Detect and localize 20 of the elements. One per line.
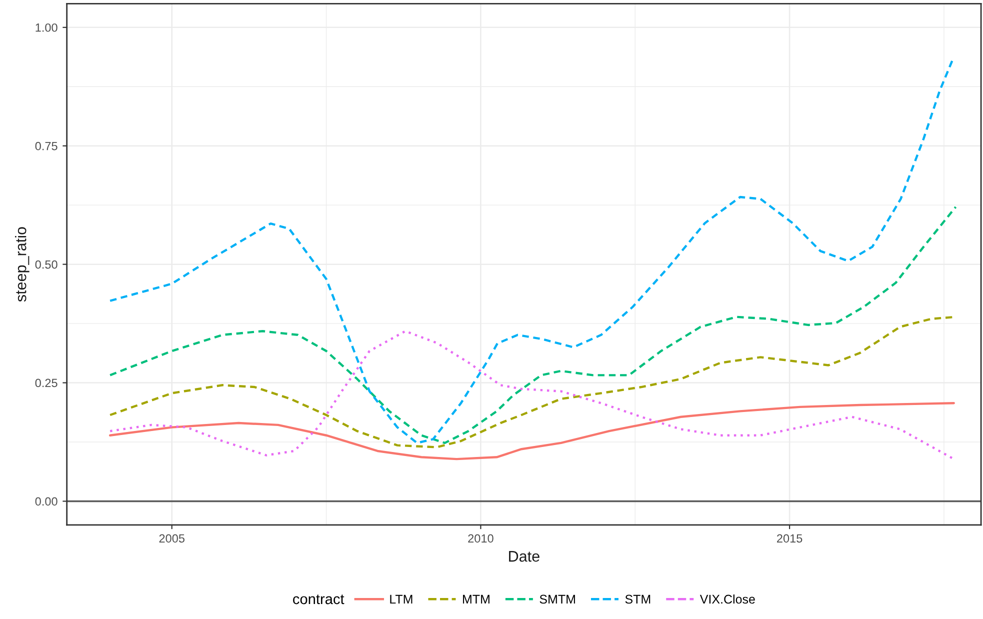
x-tick-label: 2015 xyxy=(777,534,802,543)
legend-label: STM xyxy=(625,594,650,604)
y-tick-label: 0.50 xyxy=(35,260,58,269)
line-series xyxy=(108,402,955,460)
x-axis-title: Date xyxy=(509,551,540,562)
y-tick-label: 1.00 xyxy=(36,23,58,32)
legend-title: contract xyxy=(293,594,344,604)
y-tick-label: 0.75 xyxy=(35,142,58,150)
line-series xyxy=(108,206,957,444)
line-series xyxy=(108,56,955,444)
y-tick-label: 0.00 xyxy=(35,497,58,506)
legend-label: LTM xyxy=(390,594,412,604)
legend-label: VIX.Close xyxy=(700,594,755,604)
x-tick-label: 2005 xyxy=(159,534,184,543)
line-series xyxy=(108,330,955,460)
legend-label: MTM xyxy=(463,594,490,604)
y-axis-title: steep_ratio xyxy=(15,227,30,302)
legend-label: SMTM xyxy=(540,594,575,604)
y-tick-label: 0.25 xyxy=(35,378,58,388)
x-tick-label: 2010 xyxy=(468,534,494,543)
